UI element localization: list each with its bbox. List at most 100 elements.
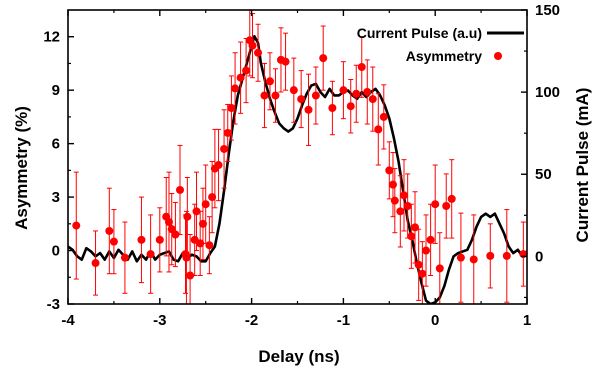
asymmetry-point — [357, 63, 366, 72]
asymmetry-point-group — [146, 214, 155, 294]
asymmetry-point — [198, 219, 207, 228]
asymmetry-point — [403, 202, 412, 210]
asymmetry-point — [196, 239, 205, 248]
asymmetry-point — [319, 54, 328, 63]
y-left-tick-label: 12 — [43, 29, 60, 46]
asymmetry-point — [186, 271, 195, 280]
asymmetry-point-group — [328, 80, 337, 136]
x-tick-label: 0 — [431, 312, 439, 329]
x-tick-label: -2 — [245, 312, 258, 329]
asymmetry-point-group — [205, 216, 214, 275]
asymmetry-point — [109, 237, 118, 246]
asymmetry-point-group — [182, 210, 191, 304]
asymmetry-point — [171, 230, 180, 239]
asymmetry-point — [164, 218, 173, 227]
axes — [67, 9, 528, 305]
asymmetry-point — [208, 193, 217, 202]
asymmetry-point-group — [379, 84, 388, 150]
asymmetry-point — [379, 112, 388, 121]
asymmetry-point-group — [385, 141, 394, 200]
asymmetry-point-group — [164, 171, 173, 273]
asymmetry-point-group — [374, 93, 383, 166]
asymmetry-point-group — [352, 64, 361, 123]
asymmetry-point — [214, 161, 223, 170]
asymmetry-point-group — [456, 212, 465, 303]
asymmetry-point-group — [407, 203, 416, 269]
asymmetry-point-group — [175, 144, 184, 236]
x-axis-title: Delay (ns) — [258, 347, 339, 366]
asymmetry-point-group — [418, 241, 427, 304]
asymmetry-point-group — [357, 36, 366, 98]
asymmetry-point-group — [105, 187, 114, 275]
asymmetry-point — [435, 264, 444, 273]
asymmetry-point-group — [363, 59, 372, 125]
asymmetry-point-group — [519, 221, 527, 287]
asymmetry-point-group — [208, 160, 217, 234]
asymmetry-point — [363, 87, 372, 96]
asymmetry-point — [201, 200, 210, 209]
asymmetry-point — [175, 185, 184, 194]
asymmetry-point-group — [223, 103, 232, 162]
asymmetry-point-group — [214, 128, 223, 202]
asymmetry-point-group — [231, 52, 240, 125]
asymmetry-point — [281, 57, 290, 66]
asymmetry-point — [120, 253, 129, 262]
asymmetry-point-group — [248, 13, 257, 79]
asymmetry-point-group — [265, 52, 274, 111]
asymmetry-point-group — [311, 66, 320, 125]
asymmetry-point-group — [304, 73, 313, 146]
asymmetry-point — [271, 91, 280, 100]
asymmetry-point — [418, 269, 427, 278]
asymmetry-point — [431, 200, 440, 209]
current-pulse-line — [68, 34, 527, 304]
asymmetry-point — [242, 66, 251, 75]
asymmetry-point — [205, 241, 214, 250]
asymmetry-point-group — [109, 209, 118, 275]
asymmetry-point — [137, 235, 146, 244]
asymmetry-point-group — [297, 70, 306, 129]
asymmetry-point-group — [396, 175, 405, 248]
asymmetry-point-group — [183, 176, 192, 257]
legend: Current Pulse (a.u) Asymmetry — [357, 25, 524, 64]
y-left-tick-label: 6 — [52, 136, 60, 153]
y-right-tick-label: 50 — [535, 166, 552, 183]
asymmetry-point — [248, 41, 257, 50]
asymmetry-point-group — [319, 25, 328, 91]
asymmetry-point-group — [502, 209, 511, 303]
y-axis-title-left: Asymmetry (%) — [12, 106, 31, 230]
asymmetry-point — [422, 246, 431, 255]
asymmetry-point — [396, 207, 405, 216]
asymmetry-point-group — [281, 32, 290, 91]
asymmetry-point — [304, 105, 313, 114]
y-left-tick-label: 0 — [52, 243, 60, 260]
y-right-tick-label: 150 — [535, 2, 560, 19]
asymmetry-point — [260, 91, 269, 100]
asymmetry-point — [254, 48, 263, 57]
asymmetry-point — [374, 125, 383, 134]
asymmetry-point-group — [186, 234, 195, 304]
asymmetry-point-group — [390, 168, 399, 234]
asymmetry-point-group — [220, 109, 229, 189]
asymmetry-point-group — [260, 62, 269, 129]
legend-label-current-pulse: Current Pulse (a.u) — [357, 25, 482, 41]
asymmetry-point-group — [227, 75, 236, 141]
asymmetry-point — [456, 253, 465, 262]
asymmetry-point-group — [137, 196, 146, 284]
asymmetry-point-group — [339, 61, 348, 120]
x-tick-label: -3 — [153, 312, 166, 329]
asymmetry-point-group — [422, 214, 431, 287]
asymmetry-point — [447, 194, 456, 203]
asymmetry-point — [469, 255, 478, 264]
asymmetry-point-group — [236, 41, 245, 114]
asymmetry-point-group — [289, 57, 298, 123]
asymmetry-point — [155, 235, 164, 244]
asymmetry-point — [91, 259, 100, 268]
y-left-tick-label: 3 — [52, 189, 60, 206]
asymmetry-point-group — [388, 152, 397, 218]
asymmetry-point-group — [414, 228, 423, 301]
asymmetry-point — [236, 73, 245, 82]
asymmetry-point — [486, 251, 495, 260]
asymmetry-point-group — [368, 66, 377, 132]
legend-swatch-asymmetry — [494, 52, 502, 60]
